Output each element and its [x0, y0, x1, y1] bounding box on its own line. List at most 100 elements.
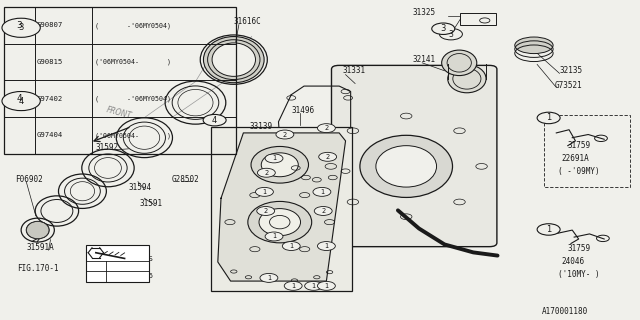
- Text: FRONT: FRONT: [105, 105, 132, 120]
- Text: 1: 1: [546, 114, 551, 123]
- Bar: [4, 7, 236, 154]
- Circle shape: [276, 130, 294, 139]
- Text: 32135: 32135: [559, 66, 582, 75]
- Ellipse shape: [448, 65, 486, 93]
- Circle shape: [313, 188, 331, 196]
- Text: 31591A: 31591A: [26, 243, 54, 252]
- Circle shape: [2, 18, 40, 37]
- FancyBboxPatch shape: [332, 65, 497, 247]
- Text: ('06MY0504-       ): ('06MY0504- ): [95, 132, 171, 139]
- Circle shape: [111, 268, 132, 278]
- Text: 2: 2: [326, 154, 330, 160]
- Text: 2: 2: [264, 208, 268, 214]
- Circle shape: [203, 115, 226, 126]
- Text: 31331: 31331: [342, 66, 365, 75]
- Text: F06902: F06902: [15, 175, 42, 184]
- Bar: [211, 126, 352, 291]
- Circle shape: [257, 168, 275, 177]
- Polygon shape: [218, 133, 346, 281]
- Text: 2: 2: [93, 274, 98, 280]
- Text: 1: 1: [312, 283, 316, 289]
- Text: 4: 4: [17, 94, 22, 103]
- Text: 2: 2: [283, 132, 287, 138]
- Text: G90807: G90807: [37, 22, 63, 28]
- Circle shape: [101, 249, 122, 259]
- Circle shape: [319, 152, 337, 161]
- Circle shape: [432, 23, 455, 35]
- Text: 1: 1: [320, 189, 324, 195]
- Bar: [543, 116, 630, 187]
- Text: FIG.170-1: FIG.170-1: [17, 264, 58, 273]
- Text: 31592: 31592: [95, 143, 118, 152]
- Ellipse shape: [251, 147, 308, 183]
- Ellipse shape: [261, 153, 298, 177]
- Circle shape: [440, 28, 463, 40]
- Text: 31759: 31759: [568, 141, 591, 150]
- Text: 24046: 24046: [561, 258, 584, 267]
- Text: A5086: A5086: [132, 273, 154, 279]
- Text: 3: 3: [19, 23, 24, 32]
- Text: ('06MY0504-       ): ('06MY0504- ): [95, 59, 171, 65]
- Text: G97402: G97402: [37, 96, 63, 102]
- Circle shape: [260, 273, 278, 282]
- Text: (       -'06MY0504): ( -'06MY0504): [95, 95, 171, 102]
- Text: 1: 1: [272, 156, 276, 161]
- Circle shape: [8, 93, 31, 104]
- Circle shape: [282, 242, 300, 251]
- Ellipse shape: [442, 50, 477, 76]
- Circle shape: [317, 242, 335, 251]
- Circle shape: [317, 124, 335, 132]
- Circle shape: [314, 206, 332, 215]
- Text: 2: 2: [324, 125, 328, 131]
- Text: 31325: 31325: [413, 8, 436, 17]
- Circle shape: [88, 273, 104, 281]
- Circle shape: [8, 20, 31, 31]
- Text: 2: 2: [321, 208, 325, 214]
- Circle shape: [284, 281, 302, 290]
- Text: 3: 3: [17, 21, 22, 30]
- Circle shape: [257, 206, 275, 215]
- Text: 1: 1: [324, 243, 328, 249]
- Circle shape: [537, 224, 560, 235]
- Text: 3: 3: [449, 30, 453, 39]
- Ellipse shape: [376, 146, 436, 187]
- Text: G90815: G90815: [37, 59, 63, 65]
- Text: 31591: 31591: [140, 198, 163, 207]
- Ellipse shape: [204, 36, 264, 83]
- Text: 31616C: 31616C: [234, 17, 262, 26]
- Text: G28502: G28502: [172, 175, 200, 184]
- Text: 1: 1: [267, 275, 271, 281]
- Text: 1: 1: [289, 243, 293, 249]
- Ellipse shape: [259, 209, 301, 236]
- Text: 1: 1: [93, 263, 98, 269]
- Ellipse shape: [360, 135, 452, 197]
- Text: 31496: 31496: [291, 106, 314, 115]
- Text: 31759: 31759: [568, 244, 591, 253]
- Text: 3: 3: [440, 24, 446, 33]
- Text: 0105S: 0105S: [132, 256, 154, 262]
- Text: 22691A: 22691A: [561, 154, 589, 163]
- Ellipse shape: [248, 201, 312, 243]
- Text: 1: 1: [546, 225, 551, 234]
- Text: G73521: G73521: [555, 81, 583, 90]
- Text: 33139: 33139: [250, 122, 273, 131]
- Ellipse shape: [515, 37, 553, 53]
- Text: ( -'09MY): ( -'09MY): [557, 167, 599, 176]
- Circle shape: [255, 188, 273, 196]
- Circle shape: [305, 281, 323, 290]
- Text: A170001180: A170001180: [542, 307, 589, 316]
- Text: 1: 1: [262, 189, 266, 195]
- Ellipse shape: [212, 43, 255, 76]
- Text: ('10MY- ): ('10MY- ): [557, 270, 599, 279]
- Circle shape: [537, 112, 560, 124]
- Text: 2: 2: [119, 268, 124, 278]
- Text: 4: 4: [212, 116, 217, 125]
- Circle shape: [88, 262, 104, 270]
- Circle shape: [2, 92, 40, 111]
- Text: 32141: 32141: [413, 55, 436, 64]
- Text: 1: 1: [324, 283, 328, 289]
- Bar: [461, 13, 495, 25]
- Text: 4: 4: [19, 97, 24, 106]
- Circle shape: [265, 232, 283, 241]
- Ellipse shape: [26, 221, 49, 239]
